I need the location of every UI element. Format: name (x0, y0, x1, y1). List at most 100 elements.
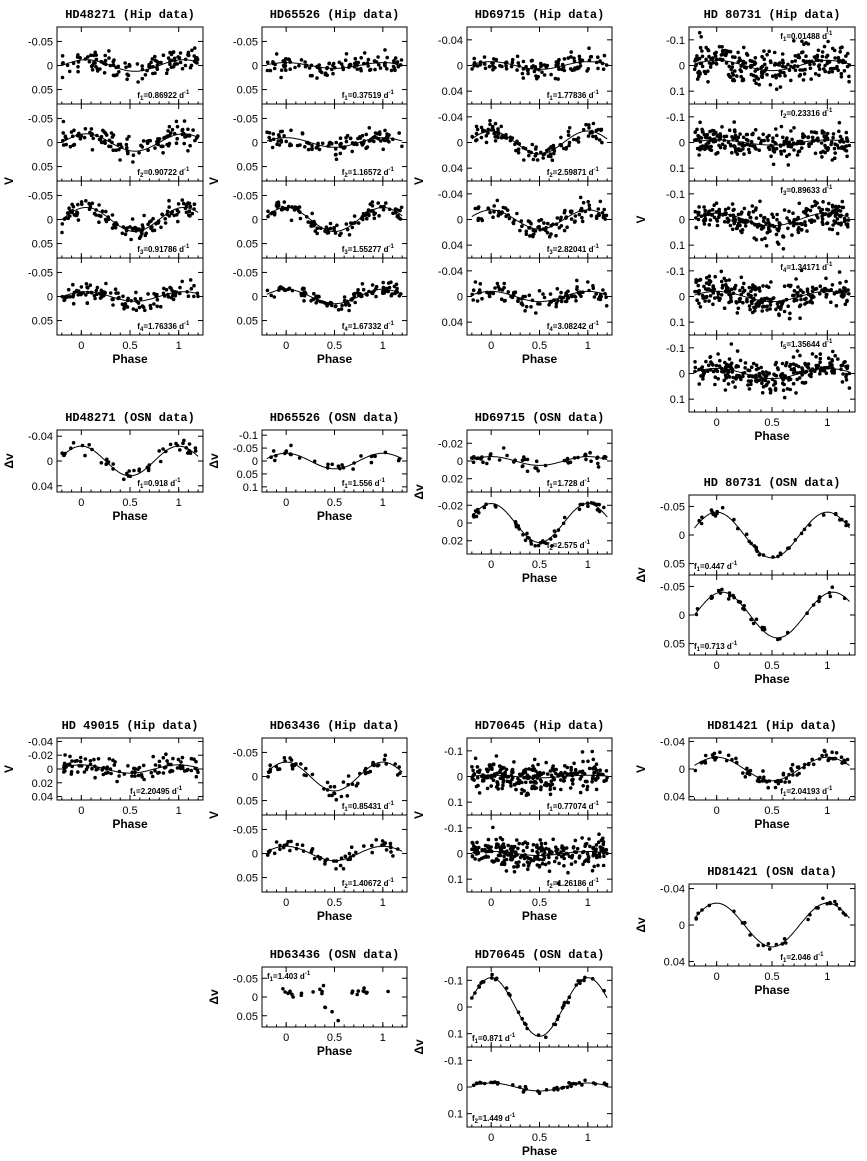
data-point (527, 153, 531, 158)
data-point (65, 216, 69, 220)
frequency-label: f1=0.77074 d-1 (547, 801, 600, 813)
data-points (471, 501, 606, 548)
data-point (714, 363, 719, 368)
fit-curve (266, 845, 403, 862)
data-point (355, 67, 360, 71)
data-point (150, 57, 155, 61)
data-point (827, 70, 831, 75)
data-point (504, 136, 509, 140)
x-tick-label: 1 (824, 660, 830, 672)
data-point (525, 457, 530, 462)
data-point (586, 759, 590, 764)
data-point (723, 48, 728, 53)
data-point (486, 846, 491, 850)
data-point (370, 843, 374, 848)
data-point (570, 209, 574, 214)
data-point (126, 296, 130, 301)
data-point (121, 294, 125, 299)
data-point (90, 148, 95, 152)
data-point (347, 233, 352, 237)
y-tick-label: 0.05 (32, 316, 53, 328)
data-point (833, 214, 838, 218)
data-point (810, 204, 814, 209)
data-point (837, 129, 841, 134)
data-point (157, 137, 162, 141)
data-point (83, 57, 88, 61)
data-point (496, 853, 501, 858)
data-point (708, 65, 713, 69)
x-tick-label: 0 (714, 417, 720, 429)
data-point (844, 378, 849, 382)
data-point (70, 764, 74, 769)
data-point (723, 360, 727, 365)
data-point (164, 449, 168, 454)
data-point (818, 356, 823, 361)
y-tick-label: 0 (679, 530, 685, 542)
data-point (347, 308, 351, 313)
data-point (294, 762, 298, 766)
data-point (171, 756, 175, 761)
data-point (483, 843, 488, 848)
x-tick-label: 1 (380, 497, 386, 509)
data-point (835, 217, 840, 221)
data-point (767, 227, 771, 231)
data-point (770, 377, 775, 382)
data-point (720, 45, 724, 49)
data-point (499, 297, 504, 302)
data-point (532, 757, 537, 762)
data-point (792, 126, 796, 130)
data-point (600, 140, 604, 145)
data-point (376, 55, 380, 59)
data-point (745, 142, 749, 147)
data-point (727, 64, 731, 69)
data-point (806, 135, 810, 140)
y-tick-label: 0 (252, 215, 258, 227)
data-point (102, 139, 107, 144)
data-point (521, 59, 526, 64)
data-point (69, 130, 74, 134)
data-point (842, 360, 846, 365)
data-point (475, 765, 480, 769)
data-point (496, 135, 500, 140)
data-point (558, 218, 563, 222)
data-point (843, 913, 848, 917)
data-point (515, 68, 519, 72)
frequency-label: f1=0.713 d-1 (694, 641, 738, 653)
data-point (71, 301, 76, 306)
x-axis-label: Phase (112, 509, 148, 523)
data-point (833, 221, 838, 225)
data-point (348, 63, 353, 67)
data-point (546, 221, 550, 226)
data-point (792, 218, 796, 223)
data-point (737, 221, 741, 225)
data-point (105, 767, 109, 771)
data-point (726, 206, 731, 210)
data-point (509, 64, 514, 69)
data-point (116, 64, 121, 69)
data-point (798, 303, 803, 307)
frequency-label: f1=0.918 d-1 (137, 478, 181, 490)
x-tick-label: 0 (78, 340, 84, 352)
data-point (790, 769, 794, 773)
data-point (516, 141, 521, 146)
data-point (339, 307, 344, 311)
data-point (770, 223, 775, 228)
data-point (146, 292, 150, 296)
data-point (77, 764, 81, 768)
data-point (837, 270, 842, 274)
data-point (315, 226, 320, 230)
data-point (577, 212, 582, 217)
data-point (803, 380, 808, 385)
data-point (362, 51, 367, 55)
data-point (192, 283, 196, 288)
data-point (481, 460, 485, 465)
data-point (521, 532, 525, 537)
data-point (550, 158, 555, 162)
data-point (711, 512, 716, 517)
data-point (814, 130, 819, 135)
data-point (89, 127, 94, 131)
data-point (700, 515, 704, 520)
data-point (749, 289, 753, 294)
data-point (595, 456, 599, 461)
y-axis-label: V (207, 177, 221, 185)
